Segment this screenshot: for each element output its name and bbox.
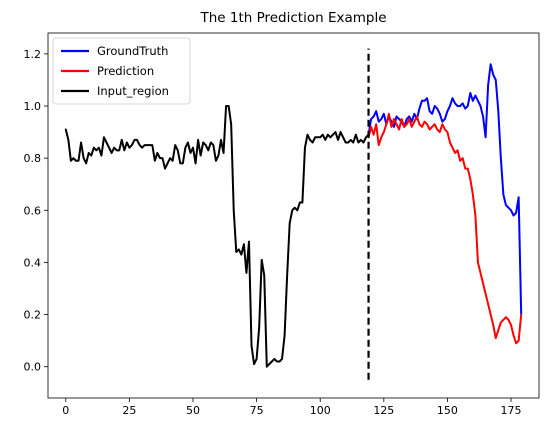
legend: GroundTruth Prediction Input_region	[52, 37, 191, 105]
x-tick-label: 0	[62, 404, 69, 417]
y-tick-label: 0.8	[24, 152, 42, 165]
y-tick-label: 1.0	[24, 100, 42, 113]
series-line-prediction	[367, 112, 523, 345]
legend-items: GroundTruth Prediction Input_region	[61, 44, 169, 98]
x-tick-label: 25	[122, 404, 136, 417]
x-tick-label: 175	[501, 404, 522, 417]
y-tick-label: 0.4	[24, 256, 42, 269]
x-tick-label: 50	[186, 404, 200, 417]
x-axis: 0 25 50 75 100 125 150 175	[62, 398, 522, 417]
series-line-input-region	[64, 105, 370, 368]
y-tick-label: 0.6	[24, 204, 42, 217]
legend-label-input-region: Input_region	[97, 84, 169, 98]
legend-label-prediction: Prediction	[97, 64, 154, 78]
series-layer	[64, 63, 523, 368]
y-axis: 0.0 0.2 0.4 0.6 0.8 1.0 1.2	[24, 48, 48, 374]
y-tick-label: 0.0	[24, 361, 42, 374]
plot-frame	[47, 32, 540, 399]
y-tick-label: 1.2	[24, 48, 42, 61]
x-tick-label: 100	[310, 404, 331, 417]
y-tick-label: 0.2	[24, 309, 42, 322]
x-tick-label: 75	[250, 404, 264, 417]
chart-title: The 1th Prediction Example	[199, 10, 386, 26]
x-tick-label: 125	[373, 404, 394, 417]
legend-label-groundtruth: GroundTruth	[97, 44, 168, 58]
x-tick-label: 150	[437, 404, 458, 417]
legend-box	[52, 37, 191, 105]
series-line-groundtruth	[367, 63, 523, 316]
plot-area	[47, 32, 540, 399]
